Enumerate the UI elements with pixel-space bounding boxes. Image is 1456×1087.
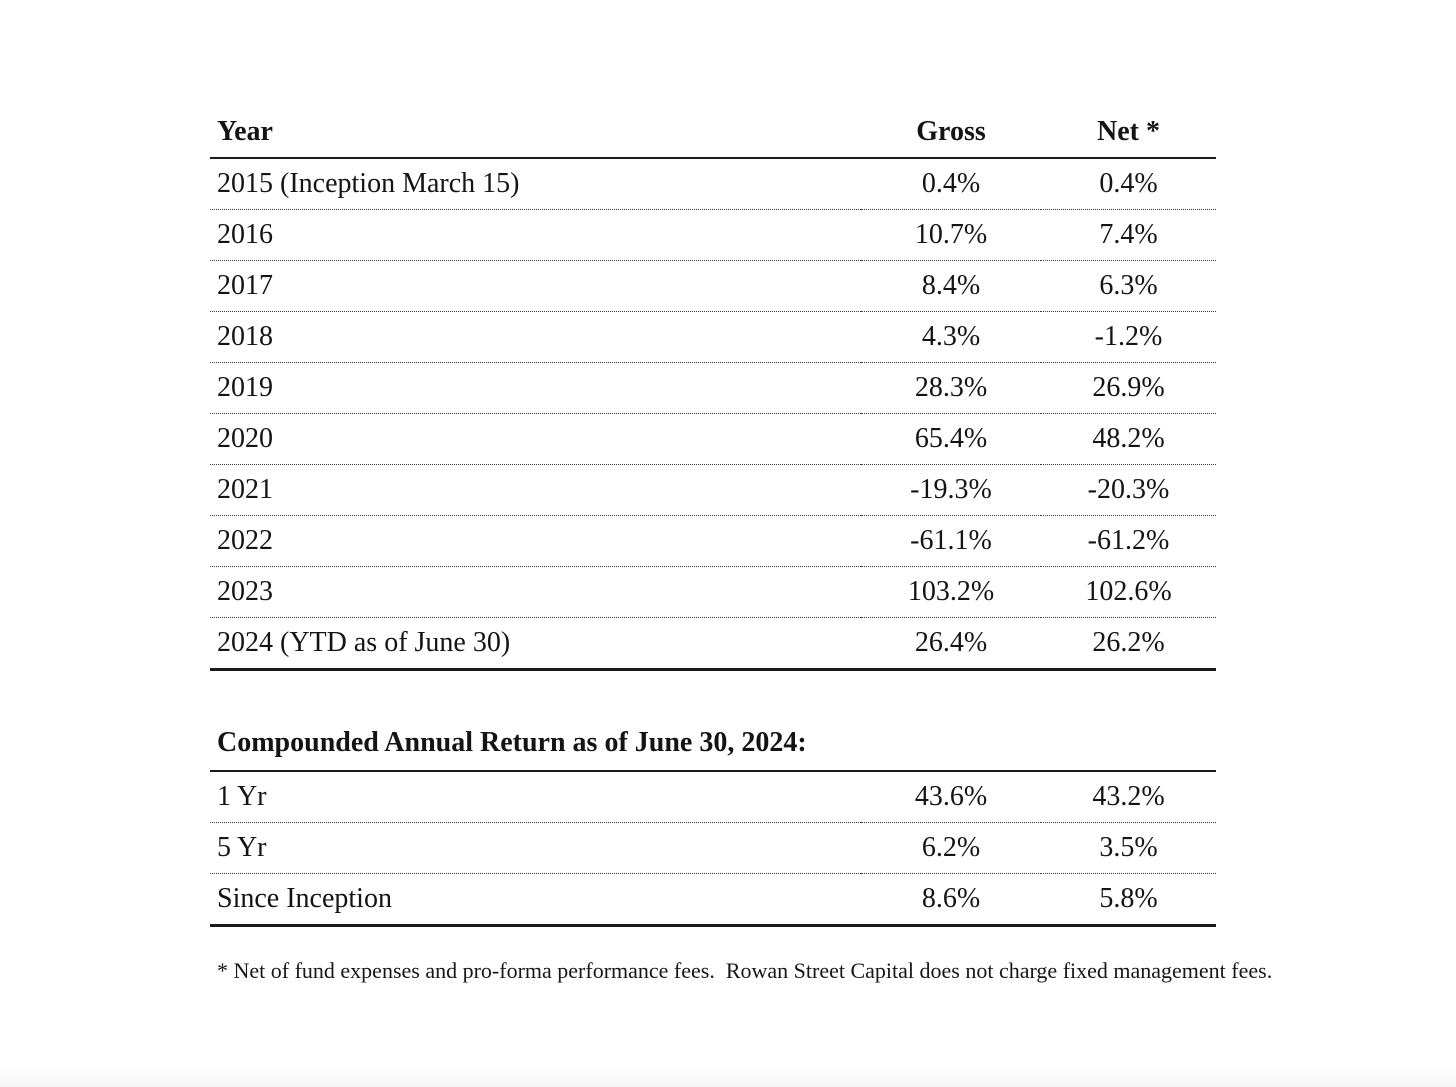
table-row: 1 Yr 43.6% 43.2% [210,772,1216,823]
table-row: 5 Yr 6.2% 3.5% [210,822,1216,874]
net-cell: 6.3% [1041,260,1216,312]
annual-returns-table: Year Gross Net * 2015 (Inception March 1… [210,116,1216,671]
gross-cell: 26.4% [861,617,1041,671]
table-row: 2020 65.4% 48.2% [210,413,1216,465]
gross-cell: 0.4% [861,158,1041,210]
compounded-return-heading: Compounded Annual Return as of June 30, … [210,727,1216,772]
table-header-row: Year Gross Net * [210,116,1216,159]
net-cell: 26.2% [1041,617,1216,671]
gross-cell: -19.3% [861,464,1041,516]
period-cell: 1 Yr [210,772,861,823]
compounded-returns-table: 1 Yr 43.6% 43.2% 5 Yr 6.2% 3.5% Since In… [210,772,1216,927]
table-row: 2017 8.4% 6.3% [210,260,1216,312]
net-cell: -61.2% [1041,515,1216,567]
year-cell: 2024 (YTD as of June 30) [210,617,861,671]
net-cell: 3.5% [1041,822,1216,874]
year-cell: 2022 [210,515,861,567]
table-row: 2019 28.3% 26.9% [210,362,1216,414]
gross-cell: 43.6% [861,772,1041,823]
gross-cell: 28.3% [861,362,1041,414]
column-header-year: Year [210,116,861,159]
table-row: 2023 103.2% 102.6% [210,566,1216,618]
year-cell: 2021 [210,464,861,516]
gross-cell: 103.2% [861,566,1041,618]
year-cell: 2017 [210,260,861,312]
year-cell: 2016 [210,209,861,261]
fund-performance-document: Year Gross Net * 2015 (Inception March 1… [210,116,1272,984]
net-cell: 5.8% [1041,873,1216,927]
gross-cell: 8.6% [861,873,1041,927]
net-cell: -20.3% [1041,464,1216,516]
table-row: 2024 (YTD as of June 30) 26.4% 26.2% [210,617,1216,671]
table-row: 2015 (Inception March 15) 0.4% 0.4% [210,158,1216,210]
net-cell: 48.2% [1041,413,1216,465]
gross-cell: 4.3% [861,311,1041,363]
table-row: Since Inception 8.6% 5.8% [210,873,1216,927]
net-cell: 0.4% [1041,158,1216,210]
year-cell: 2023 [210,566,861,618]
year-cell: 2015 (Inception March 15) [210,158,861,210]
net-cell: -1.2% [1041,311,1216,363]
column-header-gross: Gross [861,116,1041,159]
gross-cell: 8.4% [861,260,1041,312]
net-cell: 43.2% [1041,772,1216,823]
table-row: 2021 -19.3% -20.3% [210,464,1216,516]
table-row: 2018 4.3% -1.2% [210,311,1216,363]
table-row: 2022 -61.1% -61.2% [210,515,1216,567]
gross-cell: 6.2% [861,822,1041,874]
gross-cell: -61.1% [861,515,1041,567]
year-cell: 2020 [210,413,861,465]
table-row: 2016 10.7% 7.4% [210,209,1216,261]
year-cell: 2018 [210,311,861,363]
gross-cell: 10.7% [861,209,1041,261]
column-header-net: Net * [1041,116,1216,159]
net-cell: 102.6% [1041,566,1216,618]
bottom-edge-shade [0,1065,1456,1087]
period-cell: Since Inception [210,873,861,927]
gross-cell: 65.4% [861,413,1041,465]
net-cell: 26.9% [1041,362,1216,414]
year-cell: 2019 [210,362,861,414]
footnote: * Net of fund expenses and pro-forma per… [217,958,1273,983]
period-cell: 5 Yr [210,822,861,874]
net-cell: 7.4% [1041,209,1216,261]
